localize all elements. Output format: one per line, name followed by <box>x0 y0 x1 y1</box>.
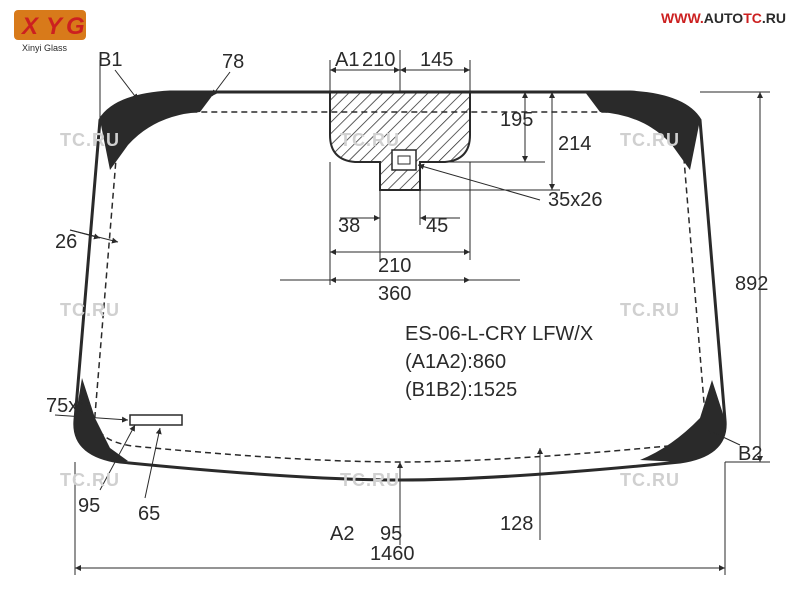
label-360: 360 <box>378 283 411 305</box>
label-35x26: 35x26 <box>548 189 603 211</box>
sensor-window <box>392 150 416 170</box>
windshield-diagram: B1 78 A1 210 145 195 214 35x26 38 45 210… <box>0 0 800 600</box>
label-210: 210 <box>362 49 395 71</box>
label-75x8: 75x8 <box>46 395 89 417</box>
label-128: 128 <box>500 513 533 535</box>
label-145: 145 <box>420 49 453 71</box>
label-195: 195 <box>500 109 533 131</box>
svg-text:X: X <box>20 13 40 40</box>
label-95: 95 <box>78 495 100 517</box>
label-78: 78 <box>222 51 244 73</box>
label-892: 892 <box>735 273 768 295</box>
site-url: WWW.AUTOTC.RU <box>661 10 786 26</box>
label-1460: 1460 <box>370 543 415 565</box>
label-210b: 210 <box>378 255 411 277</box>
sensor-housing <box>330 92 470 190</box>
label-b1: B1 <box>98 49 122 71</box>
brand-logo: X Y G Xinyi Glass <box>12 8 92 54</box>
label-a1: A1 <box>335 49 359 71</box>
vin-window <box>130 415 182 425</box>
svg-text:G: G <box>66 13 85 40</box>
label-65: 65 <box>138 503 160 525</box>
label-38: 38 <box>338 215 360 237</box>
label-45: 45 <box>426 215 448 237</box>
dim-a: (A1A2):860 <box>405 351 506 373</box>
brand-sub: Xinyi Glass <box>22 43 68 53</box>
corner-bottom-left <box>75 378 128 462</box>
label-95b: 95 <box>380 523 402 545</box>
corner-b2 <box>640 380 725 462</box>
dim-b: (B1B2):1525 <box>405 379 517 401</box>
svg-text:Y: Y <box>46 13 64 40</box>
label-214: 214 <box>558 133 591 155</box>
label-26: 26 <box>55 231 77 253</box>
part-number: ES-06-L-CRY LFW/X <box>405 323 593 345</box>
label-b2: B2 <box>738 443 762 465</box>
label-a2: A2 <box>330 523 354 545</box>
